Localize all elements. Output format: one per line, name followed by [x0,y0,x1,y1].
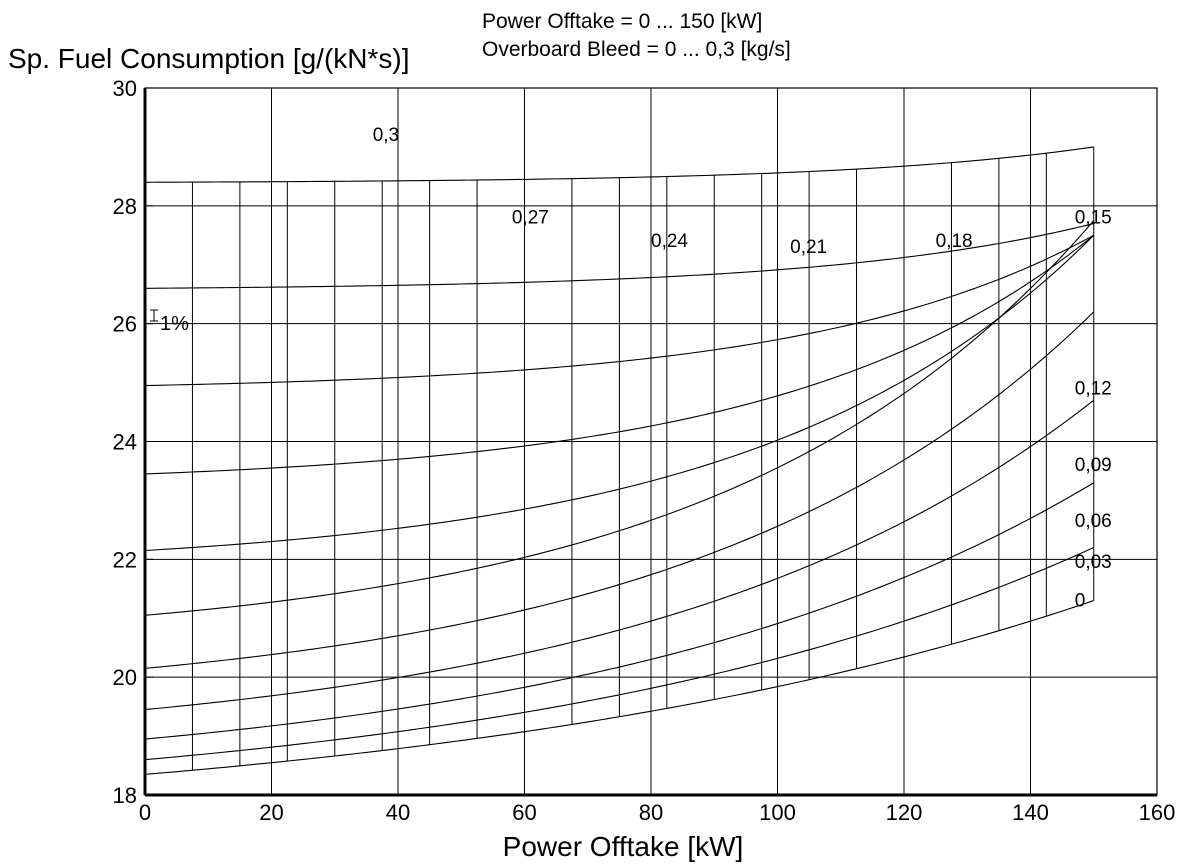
bleed-label: 0 [1075,590,1086,611]
x-tick-label: 120 [886,800,923,825]
grid-lines [145,88,1157,795]
y-tick-label: 20 [113,665,137,690]
y-tick-label: 24 [113,430,137,455]
x-tick-label: 140 [1012,800,1049,825]
x-tick-label: 160 [1139,800,1176,825]
x-tick-label: 0 [139,800,151,825]
x-tick-label: 60 [512,800,536,825]
y-tick-label: 22 [113,547,137,572]
y-axis-label: Sp. Fuel Consumption [g/(kN*s)] [8,43,410,74]
bleed-label: 0,21 [790,237,827,258]
bleed-label: 0,09 [1075,455,1112,476]
y-tick-label: 30 [113,76,137,101]
x-axis-label: Power Offtake [kW] [503,831,744,862]
bleed-label: 0,3 [373,125,399,146]
x-tick-label: 100 [759,800,796,825]
x-tick-label: 40 [386,800,410,825]
power-offtake-lines [191,146,1095,771]
bleed-label: 0,12 [1075,378,1112,399]
header-line-1: Power Offtake = 0 ... 150 [kW] [482,10,762,33]
bleed-label: 0,18 [936,231,973,252]
y-tick-label: 18 [113,783,137,808]
header-line-2: Overboard Bleed = 0 ... 0,3 [kg/s] [482,38,791,61]
bleed-curve-0 [144,600,1094,775]
bleed-label: 0,27 [512,208,549,229]
bleed-label: 0,24 [651,231,688,252]
bleed-label: 0,06 [1075,511,1112,532]
scale-marker-label: 1% [160,313,189,335]
axis-ticks: 0 20 40 60 80 100 120 140 160 18 20 22 24 26 28 30 [113,76,1176,825]
x-tick-label: 20 [259,800,283,825]
y-tick-label: 28 [113,194,137,219]
x-tick-label: 80 [639,800,663,825]
y-tick-label: 26 [113,312,137,337]
bleed-label: 0,03 [1075,552,1112,573]
bleed-label: 0,15 [1075,208,1112,229]
scale-marker: 1% [150,309,189,335]
bleed-labels: 0,3 0,27 0,24 0,21 0,18 0,15 0,12 0,09 0,06 0,03 0 [373,125,1112,611]
